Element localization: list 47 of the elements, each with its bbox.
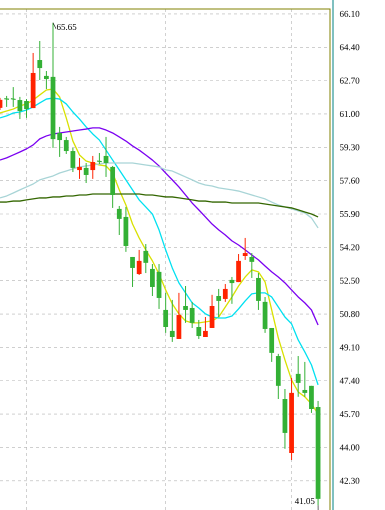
y-tick-label: 61.00 xyxy=(340,110,360,118)
candlestick xyxy=(203,316,208,338)
candlestick xyxy=(296,356,301,398)
candlestick xyxy=(242,237,248,260)
y-tick-label: 64.40 xyxy=(340,44,360,50)
candlestick xyxy=(57,126,62,158)
candlestick xyxy=(176,292,182,340)
y-tick-label: 44.00 xyxy=(340,444,360,450)
y-tick-label: 45.70 xyxy=(340,411,360,418)
candlestick xyxy=(163,292,168,334)
candlestick xyxy=(4,95,10,108)
candlestick xyxy=(10,86,16,108)
candlestick xyxy=(210,294,214,328)
candlestick xyxy=(130,256,135,288)
candlestick xyxy=(230,276,234,304)
annotation: 41.05 xyxy=(294,498,315,504)
candlestick xyxy=(249,252,254,278)
candlestick xyxy=(77,157,82,180)
candlestick xyxy=(183,286,188,324)
candlestick xyxy=(70,147,76,173)
candlestick xyxy=(216,288,222,318)
y-tick-label: 47.40 xyxy=(340,378,360,384)
candlestick xyxy=(222,284,228,302)
y-tick-label: 54.20 xyxy=(340,244,360,250)
candlestick xyxy=(256,272,261,310)
y-tick-label: 42.30 xyxy=(340,478,360,484)
candlestick xyxy=(37,40,42,81)
candlestick xyxy=(84,162,89,184)
y-tick-label: 59.30 xyxy=(340,144,360,150)
candlestick xyxy=(90,155,96,180)
candlestick xyxy=(143,244,148,274)
candlestick xyxy=(136,249,142,276)
y-tick-label: 50.80 xyxy=(340,311,360,318)
candlestick xyxy=(196,319,202,340)
annotation: 65.65 xyxy=(56,24,76,30)
y-tick-label: 66.10 xyxy=(340,10,360,17)
candlestick xyxy=(116,205,122,236)
candlestick xyxy=(170,299,175,342)
y-tick-label: 49.10 xyxy=(340,344,360,350)
candlestick xyxy=(302,361,308,398)
candlestick xyxy=(236,254,241,283)
y-tick-label: 55.90 xyxy=(340,210,360,218)
candlestick xyxy=(64,136,69,154)
candlestick xyxy=(190,301,195,328)
y-tick-label: 57.60 xyxy=(340,178,360,184)
y-tick-label: 52.50 xyxy=(340,278,360,284)
y-tick-label: 62.70 xyxy=(340,78,360,84)
